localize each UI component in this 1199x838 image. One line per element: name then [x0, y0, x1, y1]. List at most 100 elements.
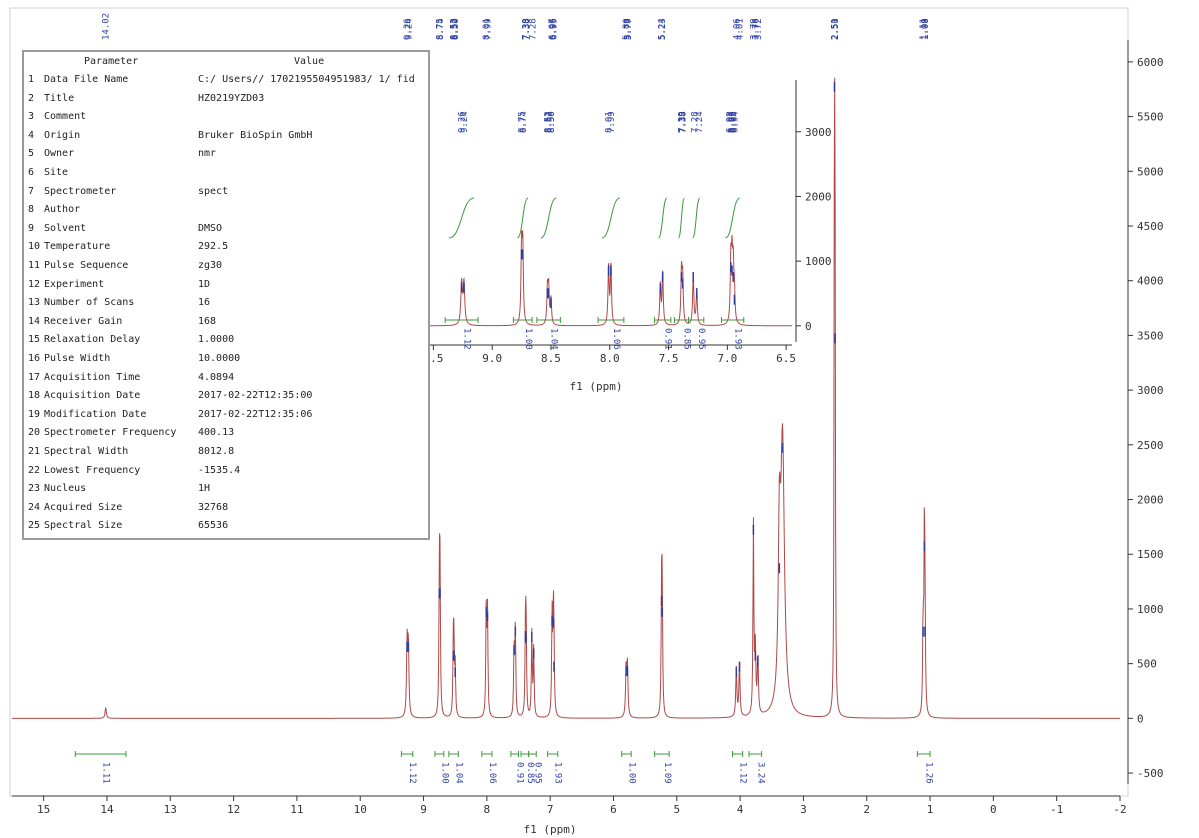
y-tick-label: 5000: [1137, 165, 1164, 178]
peak-label: 5.78: [623, 18, 633, 40]
inset-y-axis: 0 1000 2000 3000: [795, 80, 832, 342]
parameter-value: 1H: [198, 483, 211, 495]
peak-label: 8.74: [436, 18, 446, 40]
parameter-row: 11 Pulse Sequence zg30: [28, 260, 428, 278]
parameter-index: 15: [28, 334, 41, 346]
x-tick-label: 4: [737, 803, 744, 816]
peak-label: 2.51: [830, 18, 840, 40]
peak-label: 9.26: [458, 111, 468, 133]
parameter-value: 168: [198, 315, 217, 327]
parameter-name: Spectrometer Frequency: [44, 427, 177, 439]
parameter-value: Bruker BioSpin GmbH: [198, 129, 313, 141]
spectrum-line: [12, 77, 1120, 719]
x-tick-label: 9.0: [482, 352, 502, 365]
parameter-name: Pulse Width: [44, 353, 111, 364]
y-tick-label: 6000: [1137, 56, 1164, 69]
peak-label: 9.24: [460, 111, 470, 133]
y-tick-label: 1000: [805, 255, 832, 268]
x-tick-label: 13: [164, 803, 177, 816]
y-tick-label: 2500: [1137, 439, 1164, 452]
integral-label: 1.00: [439, 762, 449, 784]
peak-label: 6.94: [730, 111, 740, 133]
peak-label: 6.97: [727, 111, 737, 133]
parameter-name: Site: [44, 167, 69, 178]
parameter-row: 22 Lowest Frequency -1535.4: [28, 465, 428, 483]
x-tick-label: 6: [610, 803, 617, 816]
integral-label: 1.04: [549, 328, 559, 350]
parameter-row: 3 Comment: [28, 111, 428, 129]
parameter-row: 4 Origin Bruker BioSpin GmbH: [28, 130, 428, 148]
parameter-value: 4.0894: [198, 371, 235, 383]
parameter-row: 12 Experiment 1D: [28, 279, 428, 297]
peak-label: 7.28: [528, 18, 538, 40]
parameter-index: 7: [28, 185, 35, 197]
x-tick-label: 8.5: [541, 352, 561, 365]
integral-label: 1.00: [523, 328, 533, 350]
parameter-table: Parameter Value 1 Data File Name C:/ Users…: [22, 50, 430, 540]
peak-label: 6.97: [548, 18, 558, 40]
peak-label: 7.99: [607, 111, 617, 133]
peak-label: 7.38: [522, 18, 532, 40]
peak-label: 7.38: [679, 111, 689, 133]
peak-label: 8.50: [547, 111, 557, 133]
x-tick-label: 7.5: [659, 352, 679, 365]
parameter-value: 16: [198, 297, 211, 309]
parameter-row: 5 Owner nmr: [28, 148, 428, 166]
parameter-name: Spectral Size: [44, 520, 123, 532]
peak-label: 7.38: [679, 111, 689, 133]
integral-label: 3.24: [755, 762, 765, 784]
y-tick-label: 2000: [805, 190, 832, 203]
peak-label: 4.06: [732, 18, 742, 40]
peak-label: 8.53: [449, 18, 459, 40]
y-tick-label: 4500: [1137, 220, 1164, 233]
y-tick-label: 500: [1137, 658, 1157, 671]
y-tick-label: 1500: [1137, 548, 1164, 561]
peak-label: 9.24: [404, 18, 414, 40]
parameter-name: Owner: [44, 148, 75, 160]
y-tick-label: 1000: [1137, 603, 1164, 616]
peak-label: 8.53: [543, 111, 553, 133]
x-tick-label: 6.5: [776, 352, 796, 365]
parameter-value: 292.5: [198, 241, 229, 253]
peak-label: 14.02: [102, 13, 112, 40]
parameter-row: 13 Number of Scans 16: [28, 297, 428, 315]
peak-label: 5.24: [658, 18, 668, 40]
y-tick-label: 3500: [1137, 329, 1164, 342]
peak-label: 8.01: [482, 18, 492, 40]
parameter-value: HZ0219YZD03: [198, 92, 265, 104]
parameter-name: Receiver Gain: [44, 315, 123, 327]
peak-label: 1.09: [920, 18, 930, 40]
integral-label: 1.93: [733, 328, 743, 350]
parameter-value: -1535.4: [198, 464, 241, 476]
parameter-row: 2 Title HZ0219YZD03: [28, 93, 428, 111]
parameter-row: 9 Solvent DMSO: [28, 223, 428, 241]
parameter-name: Title: [44, 92, 75, 104]
y-tick-label: 2000: [1137, 494, 1164, 507]
parameter-row: 19 Modification Date 2017-02-22T12:35:06: [28, 409, 428, 427]
parameter-value: 65536: [198, 520, 229, 532]
y-tick-label: 3000: [1137, 384, 1164, 397]
parameter-name: Acquired Size: [44, 501, 123, 513]
peak-label: 6.98: [726, 111, 736, 133]
parameter-name: Spectrometer: [44, 185, 117, 197]
parameter-index: 1: [28, 74, 35, 85]
integral-curve: [692, 197, 701, 239]
x-tick-label: 7: [547, 803, 554, 816]
parameter-row: 21 Spectral Width 8012.8: [28, 446, 428, 464]
parameter-value: 1D: [198, 278, 211, 290]
parameter-index: 21: [28, 446, 41, 457]
peak-label: 6.95: [549, 18, 559, 40]
integral-curve: [725, 197, 741, 239]
peak-label: 7.28: [690, 111, 700, 133]
parameter-index: 9: [28, 222, 35, 234]
parameter-name: Author: [44, 204, 81, 216]
x-tick-label: 12: [227, 803, 240, 816]
parameter-index: 18: [28, 390, 41, 402]
parameter-value: zg30: [198, 260, 223, 271]
y-tick-label: 4000: [1137, 275, 1164, 288]
main-spectrum-plot: 1.11 1.12 1.00 1.04 1.06 0.91 0.850.95 1.93 1.00…: [9, 7, 1164, 836]
inset-spectrum-plot: 1.12 1.00 1.04 1.06 0.91 0.85 0.95 1.93 9.269.2…: [404, 80, 832, 393]
peak-label: 5.77: [624, 18, 634, 40]
parameter-row: 25 Spectral Size 65536: [28, 520, 428, 538]
parameter-index: 25: [28, 520, 41, 532]
